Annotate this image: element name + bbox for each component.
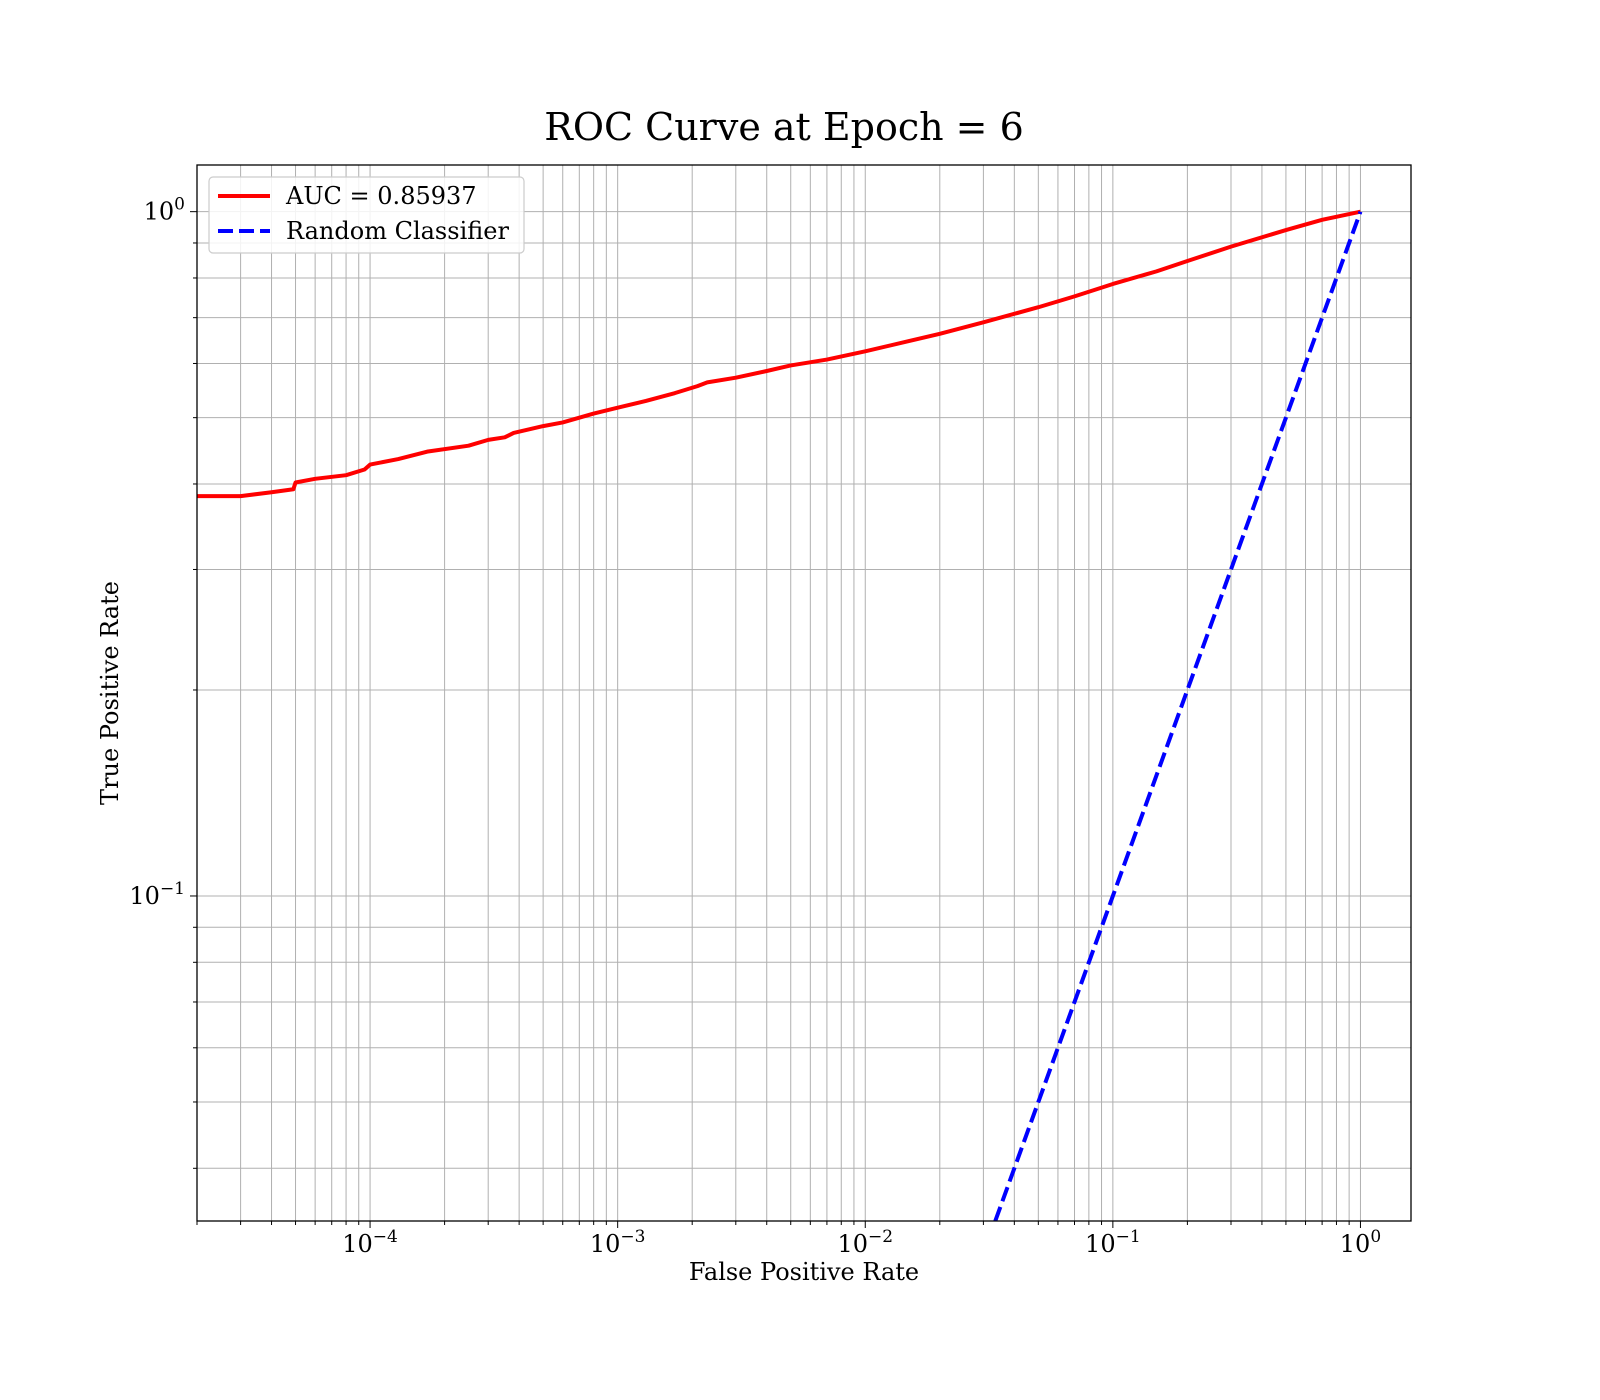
chart-title: ROC Curve at Epoch = 6 [544, 105, 1024, 149]
axis-ticks: 10−4 10−3 10−2 10−1 100 10−1 100 [129, 195, 1381, 1258]
roc-curve-line [197, 209, 1361, 499]
y-tick-label: 10−1 [129, 879, 185, 910]
legend: AUC = 0.85937 Random Classifier [208, 176, 525, 254]
x-tick-label: 100 [1340, 1227, 1381, 1258]
x-tick-label: 10−4 [342, 1227, 398, 1258]
legend-label-random: Random Classifier [286, 217, 509, 245]
legend-box [208, 176, 525, 254]
x-tick-label: 10−2 [837, 1227, 893, 1258]
legend-label-auc: AUC = 0.85937 [285, 182, 477, 210]
x-tick-label: 10−3 [590, 1227, 646, 1258]
plot-series [197, 209, 1363, 1221]
y-axis-label: True Positive Rate [96, 581, 124, 805]
x-axis-label: False Positive Rate [689, 1258, 919, 1286]
plot-frame [196, 164, 1412, 1222]
y-tick-label: 100 [144, 195, 185, 226]
grid-lines [196, 165, 1411, 1221]
x-tick-label: 10−1 [1085, 1227, 1141, 1258]
random-classifier-line [993, 210, 1363, 1221]
